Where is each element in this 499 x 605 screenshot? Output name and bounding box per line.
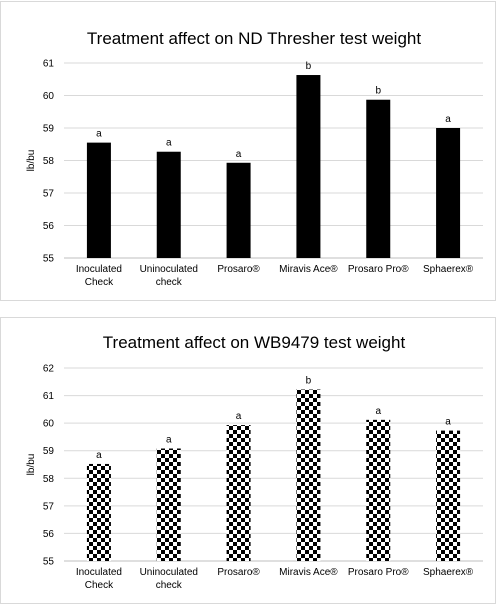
y-tick-label: 55 bbox=[43, 254, 55, 265]
bar-annotation: b bbox=[306, 61, 312, 72]
x-category-label: check bbox=[156, 580, 183, 591]
chart-panel-wb9479: Treatment affect on WB9479 test weight lb… bbox=[0, 317, 496, 604]
y-tick-label: 59 bbox=[43, 446, 55, 457]
x-category-label: Sphaerex® bbox=[423, 264, 474, 275]
y-tick-label: 57 bbox=[43, 501, 55, 512]
bar bbox=[226, 162, 251, 258]
chart-nd-thresher: Treatment affect on ND Thresher test wei… bbox=[26, 29, 483, 288]
x-category-label: Prosaro Pro® bbox=[348, 567, 409, 578]
x-category-label: Check bbox=[85, 277, 114, 288]
bar bbox=[366, 99, 391, 258]
bar bbox=[436, 128, 461, 258]
bar bbox=[156, 151, 181, 258]
bar-annotation: a bbox=[166, 138, 172, 149]
y-tick-label: 56 bbox=[43, 529, 55, 540]
x-category-label: Prosaro® bbox=[217, 264, 260, 275]
x-category-label: Prosaro® bbox=[217, 567, 260, 578]
chart-title: Treatment affect on ND Thresher test wei… bbox=[87, 29, 421, 48]
y-axis-label: lb/bu bbox=[26, 150, 37, 172]
x-category-label: Miravis Ace® bbox=[279, 567, 338, 578]
y-tick-label: 58 bbox=[43, 156, 55, 167]
x-category-label: Inoculated bbox=[76, 567, 122, 578]
bar bbox=[436, 430, 461, 561]
bar-annotation: a bbox=[445, 114, 451, 125]
bar-annotation: b bbox=[306, 376, 312, 387]
x-category-label: Inoculated bbox=[76, 264, 122, 275]
bar-annotation: b bbox=[375, 86, 381, 97]
bar bbox=[296, 389, 321, 561]
y-tick-label: 58 bbox=[43, 474, 55, 485]
y-tick-label: 57 bbox=[43, 189, 55, 200]
y-tick-label: 61 bbox=[43, 391, 55, 402]
bar-annotation: a bbox=[236, 411, 242, 422]
bar-annotation: a bbox=[445, 417, 451, 428]
chart-title: Treatment affect on WB9479 test weight bbox=[103, 333, 406, 352]
bar-annotation: a bbox=[96, 129, 102, 140]
x-category-label: Uninoculated bbox=[140, 567, 198, 578]
y-tick-label: 62 bbox=[43, 364, 55, 375]
y-tick-label: 59 bbox=[43, 124, 55, 135]
bar bbox=[366, 419, 391, 561]
chart-wb9479: Treatment affect on WB9479 test weight lb… bbox=[26, 333, 483, 591]
y-tick-label: 60 bbox=[43, 91, 55, 102]
x-category-label: Miravis Ace® bbox=[279, 264, 338, 275]
y-tick-label: 56 bbox=[43, 221, 55, 232]
x-category-label: Check bbox=[85, 580, 114, 591]
bar bbox=[86, 463, 111, 561]
x-category-label: Uninoculated bbox=[140, 264, 198, 275]
x-category-label: Prosaro Pro® bbox=[348, 264, 409, 275]
bar bbox=[226, 425, 251, 561]
bar bbox=[86, 142, 111, 258]
y-tick-label: 61 bbox=[43, 59, 55, 70]
bar bbox=[156, 448, 181, 561]
chart-panel-nd-thresher: Treatment affect on ND Thresher test wei… bbox=[0, 1, 496, 301]
bar-annotation: a bbox=[236, 149, 242, 160]
bar-annotation: a bbox=[375, 406, 381, 417]
y-tick-label: 60 bbox=[43, 419, 55, 430]
y-tick-label: 55 bbox=[43, 557, 55, 568]
bar bbox=[296, 75, 321, 259]
bar-annotation: a bbox=[96, 450, 102, 461]
x-category-label: Sphaerex® bbox=[423, 567, 474, 578]
x-category-label: check bbox=[156, 277, 183, 288]
y-axis-label: lb/bu bbox=[26, 454, 37, 476]
bar-annotation: a bbox=[166, 435, 172, 446]
